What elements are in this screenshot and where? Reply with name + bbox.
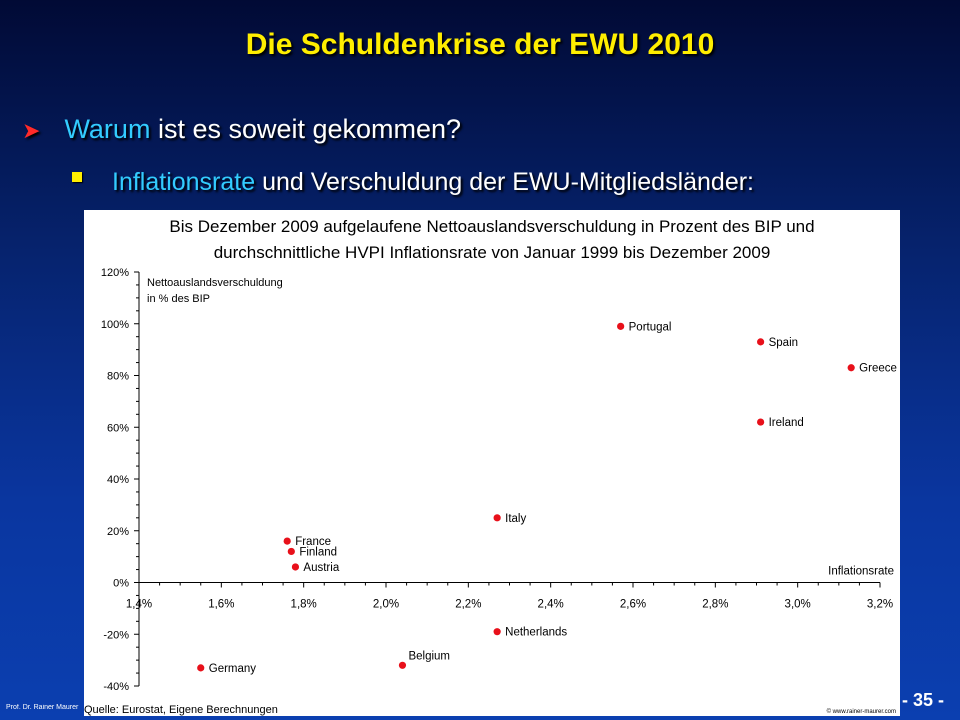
bullet-subpoint-text: und Verschuldung der EWU-Mitgliedsländer… — [255, 168, 755, 196]
data-point-label: France — [295, 536, 331, 548]
footer-author: Prof. Dr. Rainer Maurer — [6, 704, 79, 711]
y-tick-label: 0% — [113, 578, 129, 590]
x-tick-label: 1,8% — [291, 599, 317, 611]
bullet-question-text: ist es soweit gekommen? — [150, 114, 462, 144]
y-tick-label: 40% — [107, 474, 129, 486]
y-tick-label: 100% — [101, 319, 129, 331]
data-point — [291, 563, 300, 571]
data-point-label: Austria — [303, 562, 339, 574]
slide-title: Die Schuldenkrise der EWU 2010 — [245, 28, 715, 61]
data-point — [617, 322, 625, 330]
x-tick-label: 2,0% — [373, 599, 399, 611]
data-point — [757, 418, 765, 426]
bullet-subpoint-highlight: Inflationsrate — [112, 168, 256, 196]
scatter-chart-svg: Bis Dezember 2009 aufgelaufene Nettoausl… — [84, 217, 897, 716]
data-point — [493, 514, 501, 522]
x-tick-label: 2,6% — [620, 599, 646, 611]
bullet-question-highlight: Warum — [64, 114, 151, 144]
data-point-label: Germany — [209, 663, 257, 675]
x-tick-label: 3,2% — [867, 599, 893, 611]
y-axis-label: in % des BIP — [147, 293, 210, 305]
y-tick-label: -20% — [103, 629, 129, 641]
y-axis-label: Nettoauslandsverschuldung — [147, 277, 283, 289]
data-point — [493, 628, 501, 636]
data-point-label: Spain — [769, 337, 798, 349]
scatter-chart: Bis Dezember 2009 aufgelaufene Nettoausl… — [84, 210, 900, 716]
x-tick-label: 1,6% — [208, 599, 234, 611]
data-point-label: Netherlands — [505, 627, 567, 639]
bullet-question: ➤ Warum ist es soweit gekommen? — [22, 114, 461, 145]
bullet-subpoint: Inflationsrate und Verschuldung der EWU-… — [72, 168, 754, 197]
data-point — [847, 364, 855, 372]
data-point-label: Finland — [299, 546, 337, 558]
data-point — [398, 661, 407, 669]
y-tick-label: -40% — [103, 681, 129, 693]
data-point — [283, 537, 291, 545]
y-tick-label: 60% — [107, 422, 129, 434]
data-point-label: Greece — [859, 363, 897, 375]
data-point-label: Ireland — [769, 417, 804, 429]
y-tick-label: 80% — [107, 371, 129, 383]
x-tick-label: 2,4% — [538, 599, 564, 611]
data-point — [287, 547, 295, 556]
data-point-label: Italy — [505, 513, 526, 525]
x-tick-label: 3,0% — [785, 599, 811, 611]
arrow-bullet-icon: ➤ — [22, 118, 41, 143]
x-tick-label: 2,8% — [702, 599, 728, 611]
chart-source: Quelle: Eurostat, Eigene Berechnungen — [84, 704, 278, 716]
y-tick-label: 120% — [101, 267, 129, 279]
y-tick-label: 20% — [107, 526, 129, 538]
chart-title-line: Bis Dezember 2009 aufgelaufene Nettoausl… — [169, 217, 814, 236]
chart-title-line: durchschnittliche HVPI Inflationsrate vo… — [214, 243, 771, 262]
x-tick-label: 1,4% — [126, 599, 152, 611]
square-bullet-icon — [72, 172, 82, 183]
data-point — [757, 338, 765, 346]
x-axis-label: Inflationsrate — [828, 566, 894, 578]
page-number: - 35 - — [902, 690, 945, 710]
data-point — [197, 664, 205, 672]
data-point-label: Belgium — [408, 650, 450, 662]
chart-copyright: © www.rainer-maurer.com — [827, 708, 896, 715]
x-tick-label: 2,2% — [455, 599, 481, 611]
data-point-label: Portugal — [629, 321, 672, 333]
